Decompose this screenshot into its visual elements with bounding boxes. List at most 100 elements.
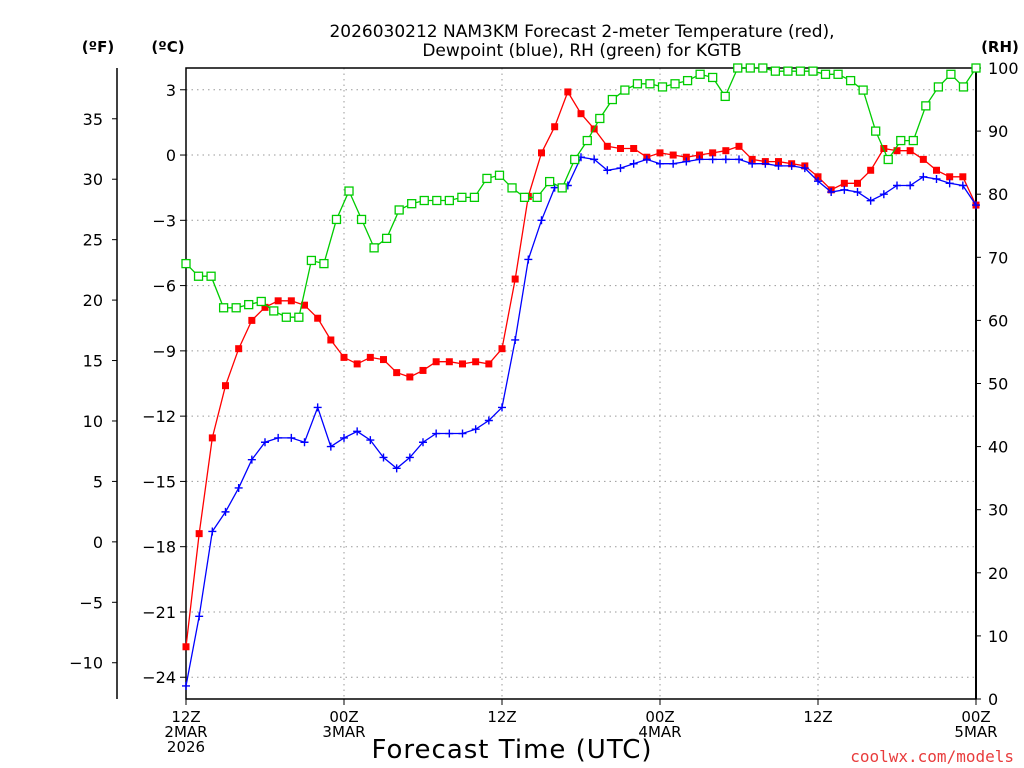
rh-tick-label: 90 xyxy=(988,122,1008,141)
temperature-point xyxy=(748,155,756,163)
temperature-point xyxy=(682,153,690,161)
rh-tick-label: 60 xyxy=(988,311,1008,330)
series-layer xyxy=(181,63,981,690)
rh-point xyxy=(394,205,404,215)
fahrenheit-tick-label: 15 xyxy=(83,352,103,371)
temperature-point xyxy=(854,179,861,187)
temperature-point xyxy=(577,110,585,118)
temperature-point xyxy=(840,179,848,187)
dewpoint-point xyxy=(353,427,362,436)
temperature-point xyxy=(656,149,664,157)
celsius-tick-label: −9 xyxy=(152,342,176,361)
dewpoint-point xyxy=(195,612,204,621)
celsius-tick-label: 0 xyxy=(166,146,176,165)
celsius-unit-label: (ºC) xyxy=(151,38,184,56)
rh-point xyxy=(695,69,705,79)
rh-point xyxy=(908,135,918,146)
temperature-point xyxy=(564,88,572,96)
dewpoint-point xyxy=(682,157,691,166)
temperature-point xyxy=(235,345,243,353)
dewpoint-point xyxy=(721,155,730,164)
dewpoint-point xyxy=(405,453,414,462)
rh-tick-label: 10 xyxy=(988,627,1008,646)
temperature-point xyxy=(472,358,480,366)
dewpoint-point xyxy=(445,429,454,438)
fahrenheit-tick-label: 5 xyxy=(93,472,103,491)
rh-point xyxy=(244,299,254,310)
rh-series xyxy=(181,63,981,322)
rh-point xyxy=(595,113,605,124)
time-tick-label: 00Z xyxy=(961,708,990,726)
dewpoint-point xyxy=(392,464,401,473)
rh-point xyxy=(519,192,530,203)
rh-point xyxy=(331,214,342,225)
dewpoint-point xyxy=(787,161,796,170)
dewpoint-point xyxy=(616,164,625,173)
rh-point xyxy=(858,85,868,95)
rh-point xyxy=(770,66,781,76)
time-tick-label: 12Z xyxy=(487,708,516,726)
dewpoint-point xyxy=(932,174,941,183)
rh-point xyxy=(620,85,630,95)
dewpoint-point xyxy=(840,185,849,194)
temperature-point xyxy=(959,173,967,181)
rh-tick-label: 40 xyxy=(988,438,1008,457)
temperature-point xyxy=(393,369,401,377)
rh-point xyxy=(570,154,580,165)
temperature-point xyxy=(814,173,822,181)
rh-point xyxy=(457,192,467,203)
dewpoint-point xyxy=(326,442,335,451)
rh-point xyxy=(344,186,354,196)
temperature-point xyxy=(340,353,348,361)
dewpoint-point xyxy=(958,181,967,190)
temperature-point xyxy=(919,155,927,163)
dewpoint-point xyxy=(906,181,915,190)
temperature-point xyxy=(274,297,282,305)
dewpoint-point xyxy=(498,403,506,412)
fahrenheit-tick-label: 25 xyxy=(83,231,103,250)
watermark-text: coolwx.com/models xyxy=(850,747,1014,766)
rh-point xyxy=(833,69,843,79)
rh-point xyxy=(193,271,204,281)
rh-point xyxy=(745,63,755,73)
temperature-point xyxy=(946,173,954,181)
rh-point xyxy=(657,82,668,92)
rh-point xyxy=(532,192,542,203)
temperature-point xyxy=(327,336,335,344)
axis-ticks: 30−3−6−9−12−15−18−21−2435302520151050−5−… xyxy=(69,59,1018,756)
dewpoint-point xyxy=(274,433,283,442)
temperature-point xyxy=(182,643,190,651)
rh-point xyxy=(218,303,229,313)
dewpoint-point xyxy=(748,159,757,168)
dewpoint-point xyxy=(893,181,901,190)
temperature-point xyxy=(933,166,940,174)
temperature-point xyxy=(314,314,322,322)
rh-point xyxy=(708,72,718,83)
temperature-point xyxy=(603,142,611,150)
dewpoint-point xyxy=(234,483,243,492)
dewpoint-point xyxy=(761,159,770,168)
fahrenheit-tick-label: 10 xyxy=(83,412,103,431)
dewpoint-point xyxy=(550,183,559,192)
rh-point xyxy=(720,91,730,102)
rh-point xyxy=(896,135,906,146)
time-tick-label: 3MAR xyxy=(322,723,365,741)
dewpoint-point xyxy=(945,179,954,188)
fahrenheit-tick-label: −10 xyxy=(69,654,103,673)
temperature-point xyxy=(551,123,559,131)
celsius-tick-label: −3 xyxy=(152,211,176,230)
rh-point xyxy=(407,199,417,209)
temperature-point xyxy=(893,147,901,155)
dewpoint-point xyxy=(340,433,348,442)
temperature-line xyxy=(185,90,977,647)
rh-tick-label: 0 xyxy=(988,690,998,709)
temperature-point xyxy=(735,142,743,150)
dewpoint-point xyxy=(471,425,480,434)
rh-point xyxy=(231,303,241,313)
fahrenheit-tick-label: 35 xyxy=(83,110,103,129)
rh-tick-label: 50 xyxy=(988,375,1008,394)
temperature-point xyxy=(195,530,203,538)
dewpoint-point xyxy=(695,155,704,164)
temperature-point xyxy=(353,360,361,368)
